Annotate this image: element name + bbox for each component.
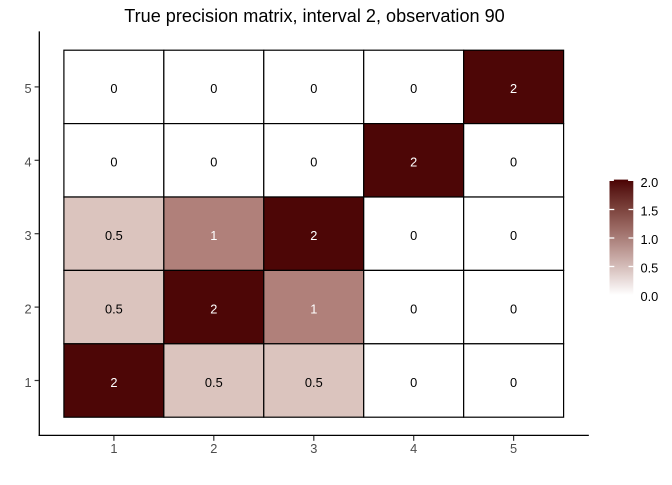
svg-text:0.5: 0.5: [205, 375, 223, 390]
svg-text:0: 0: [410, 228, 417, 243]
svg-text:2: 2: [210, 301, 217, 316]
svg-text:0.5: 0.5: [305, 375, 323, 390]
svg-text:2: 2: [210, 441, 217, 456]
svg-text:5: 5: [24, 81, 31, 96]
svg-text:True precision matrix, interva: True precision matrix, interval 2, obser…: [124, 6, 504, 26]
svg-text:0: 0: [310, 155, 317, 170]
svg-text:1: 1: [310, 301, 317, 316]
svg-text:1.5: 1.5: [641, 203, 659, 218]
svg-text:2: 2: [310, 228, 317, 243]
svg-text:2.0: 2.0: [641, 175, 659, 190]
svg-text:0.5: 0.5: [641, 260, 659, 275]
svg-text:2: 2: [410, 155, 417, 170]
svg-text:2: 2: [110, 375, 117, 390]
svg-text:0.0: 0.0: [641, 289, 659, 304]
svg-text:0: 0: [210, 81, 217, 96]
svg-text:0: 0: [510, 375, 517, 390]
svg-text:3: 3: [24, 228, 31, 243]
svg-text:0: 0: [410, 81, 417, 96]
svg-text:0.5: 0.5: [105, 301, 123, 316]
svg-text:3: 3: [310, 441, 317, 456]
svg-text:0: 0: [110, 155, 117, 170]
svg-text:4: 4: [410, 441, 417, 456]
svg-text:5: 5: [510, 441, 517, 456]
svg-text:0: 0: [310, 81, 317, 96]
svg-text:0: 0: [410, 375, 417, 390]
svg-text:1: 1: [110, 441, 117, 456]
svg-text:0: 0: [510, 228, 517, 243]
svg-text:0: 0: [410, 301, 417, 316]
svg-text:1.0: 1.0: [641, 232, 659, 247]
svg-text:2: 2: [510, 81, 517, 96]
svg-text:0: 0: [210, 155, 217, 170]
svg-text:1: 1: [210, 228, 217, 243]
svg-text:0: 0: [110, 81, 117, 96]
svg-text:0.5: 0.5: [105, 228, 123, 243]
svg-text:2: 2: [24, 301, 31, 316]
svg-text:0: 0: [510, 301, 517, 316]
svg-text:4: 4: [24, 155, 31, 170]
svg-text:0: 0: [510, 155, 517, 170]
svg-text:1: 1: [24, 375, 31, 390]
